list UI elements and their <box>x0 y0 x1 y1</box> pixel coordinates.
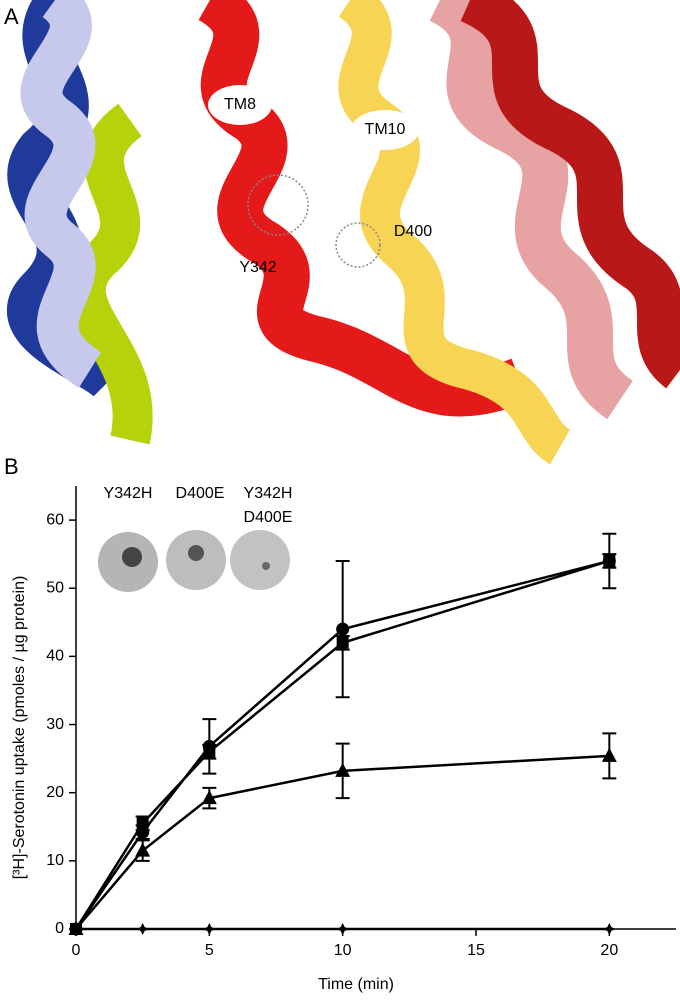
point <box>70 923 82 935</box>
y-tick-label: 50 <box>46 579 64 596</box>
point <box>135 842 151 857</box>
panel-label: B <box>4 454 19 479</box>
point <box>336 622 350 636</box>
y-tick-label: 40 <box>46 648 64 665</box>
x-tick-label: 0 <box>72 942 81 959</box>
x-tick-label: 20 <box>600 942 618 959</box>
x-axis-label: Time (min) <box>318 976 394 993</box>
point <box>203 745 216 758</box>
point <box>336 636 349 649</box>
helix-label: TM8 <box>224 96 256 113</box>
point <box>203 923 216 935</box>
point <box>201 790 217 805</box>
x-tick-label: 5 <box>205 942 214 959</box>
point <box>603 554 616 567</box>
point <box>336 923 349 935</box>
residue-label: D400 <box>394 223 432 240</box>
point <box>603 923 616 935</box>
y-tick-label: 0 <box>55 920 64 937</box>
x-tick-label: 15 <box>467 942 485 959</box>
point <box>136 923 149 935</box>
inset-image <box>262 562 270 570</box>
inset-label: D400E <box>244 509 293 526</box>
x-tick-label: 10 <box>334 942 352 959</box>
y-tick-label: 30 <box>46 716 64 733</box>
point <box>601 747 617 762</box>
inset-label: D400E <box>176 485 225 502</box>
helix-label: TM10 <box>365 121 406 138</box>
point <box>335 762 351 777</box>
y-tick-label: 60 <box>46 511 64 528</box>
residue-label: Y342 <box>239 259 276 276</box>
inset-label: Y342H <box>244 485 293 502</box>
y-tick-label: 20 <box>46 784 64 801</box>
structure-image <box>0 0 680 465</box>
inset-label: Y342H <box>104 485 153 502</box>
inset-image <box>230 530 290 590</box>
inset-image <box>122 547 142 567</box>
inset-image <box>188 545 204 561</box>
y-tick-label: 10 <box>46 852 64 869</box>
panel-label: A <box>4 4 19 29</box>
y-axis-label: [³H]-Serotonin uptake (pmoles / µg prote… <box>11 576 28 880</box>
point <box>136 817 149 830</box>
